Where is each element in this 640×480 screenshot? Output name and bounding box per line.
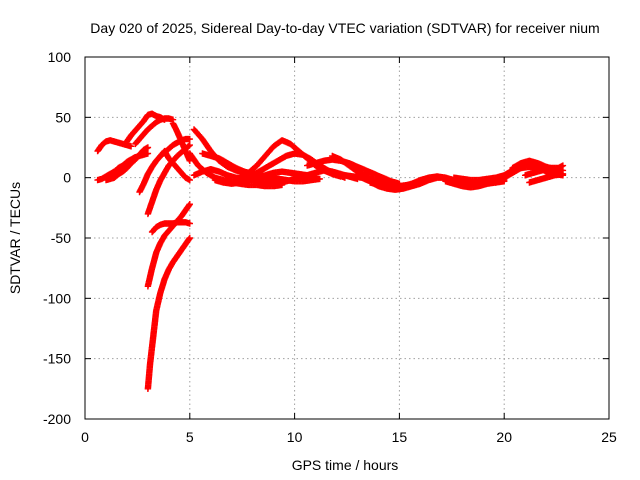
series-track-12 [144, 234, 193, 392]
data-point [186, 141, 193, 149]
data-point [316, 175, 323, 183]
series-track-30 [522, 162, 567, 179]
chart-title: Day 020 of 2025, Sidereal Day-to-day VTE… [90, 20, 599, 36]
series-track-4 [123, 110, 168, 145]
data-point [127, 143, 135, 150]
y-tick-label: 0 [63, 170, 71, 186]
y-tick-label: -200 [43, 411, 71, 427]
x-tick-label: 20 [496, 429, 512, 445]
y-tick-label: 100 [48, 49, 72, 65]
x-axis-label: GPS time / hours [292, 457, 399, 473]
x-tick-label: 5 [186, 429, 194, 445]
y-axis-label: SDTVAR / TECUs [7, 182, 23, 294]
y-tick-label: -100 [43, 290, 71, 306]
series-track-9 [157, 147, 193, 184]
data-point [186, 176, 193, 184]
data-point [186, 220, 193, 227]
x-tick-label: 15 [392, 429, 408, 445]
series-track-29 [526, 170, 567, 186]
y-tick-label: -150 [43, 351, 71, 367]
data-point [144, 144, 152, 151]
x-tick-label: 25 [601, 429, 617, 445]
series-track-15 [190, 166, 281, 187]
data-point [559, 162, 567, 169]
grid [85, 57, 609, 419]
data-points [94, 110, 567, 392]
data-point [186, 135, 193, 143]
series-track-3 [102, 144, 152, 184]
x-tick-label: 10 [287, 429, 303, 445]
axis-ticks: 0 5 10 15 20 25 -200 -150 -100 -50 0 50 100 [43, 49, 617, 445]
y-tick-label: 50 [55, 109, 71, 125]
data-point [559, 170, 567, 178]
y-tick-label: -50 [51, 230, 71, 246]
data-point [186, 201, 193, 208]
series-track-11 [148, 219, 193, 236]
series-track-2 [94, 137, 135, 155]
series-track-5 [132, 115, 177, 148]
data-point [186, 234, 193, 242]
data-point [144, 150, 152, 157]
x-tick-label: 0 [81, 429, 89, 445]
